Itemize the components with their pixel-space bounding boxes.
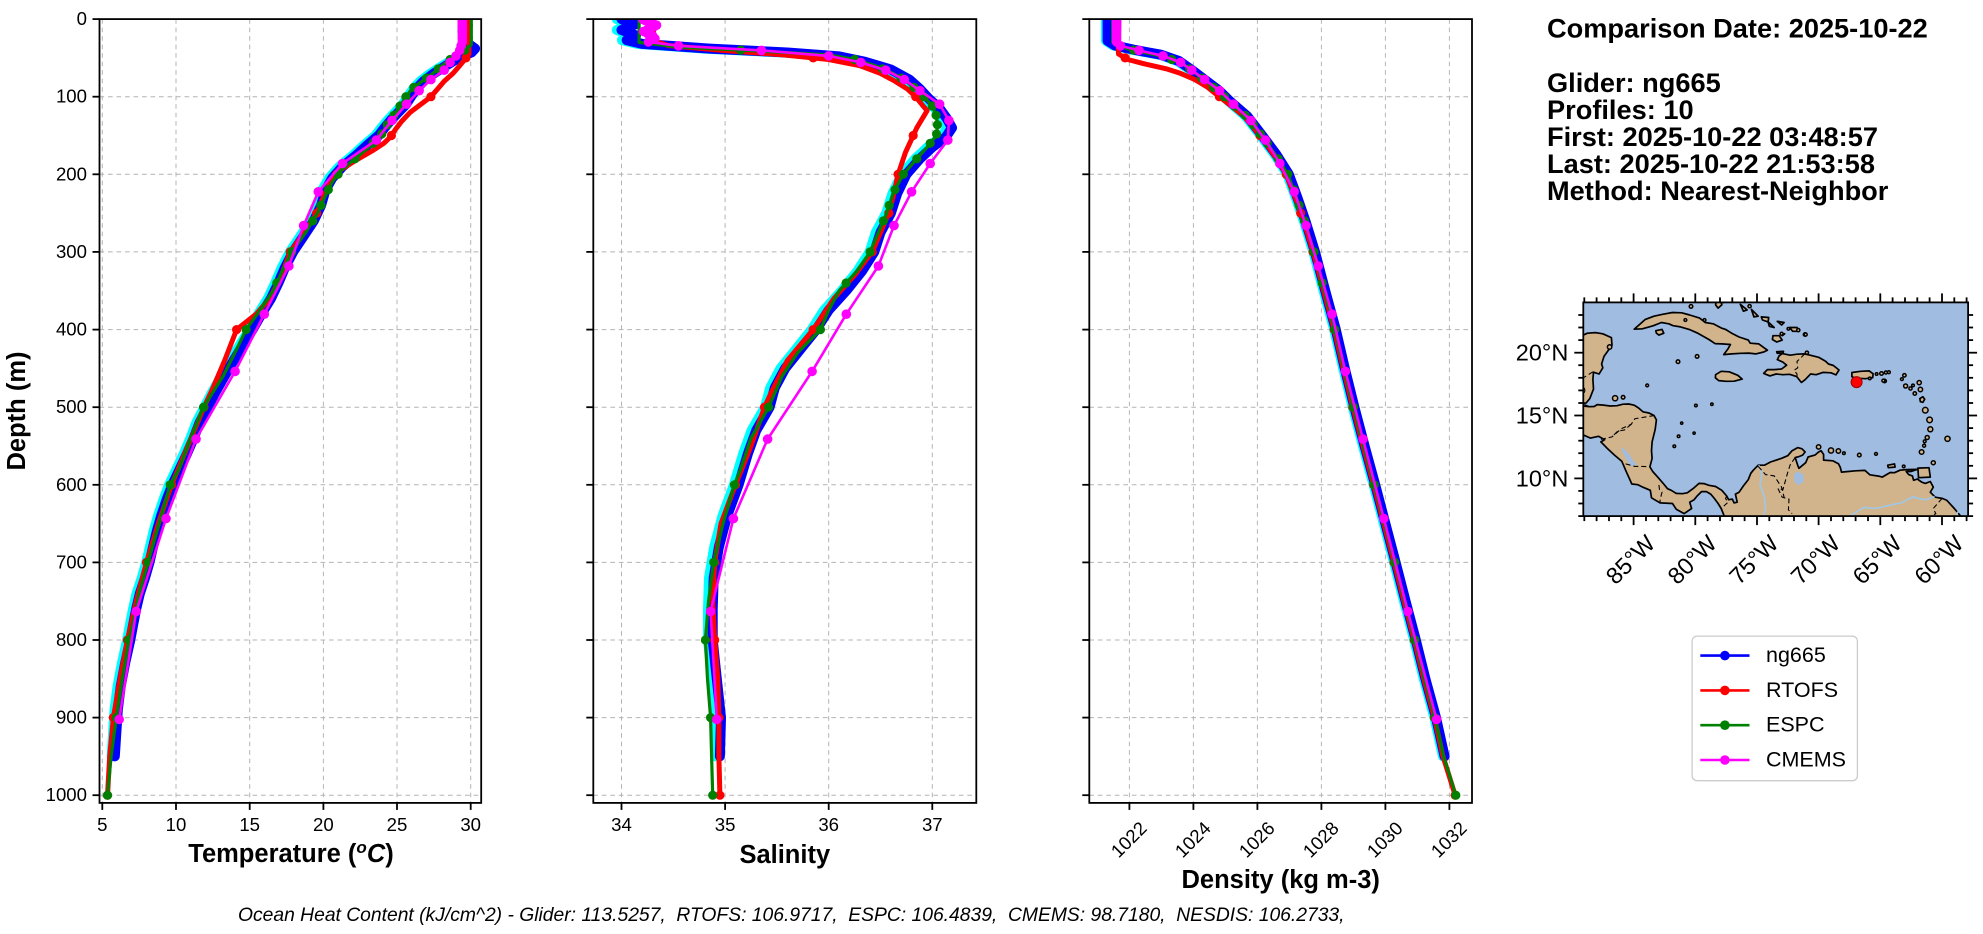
svg-text:10°N: 10°N bbox=[1516, 465, 1569, 491]
svg-text:ESPC: ESPC bbox=[1766, 713, 1825, 737]
svg-text:0: 0 bbox=[77, 8, 87, 29]
svg-text:CMEMS: CMEMS bbox=[1766, 748, 1846, 772]
svg-text:300: 300 bbox=[56, 241, 87, 262]
svg-text:20: 20 bbox=[313, 814, 334, 835]
svg-text:200: 200 bbox=[56, 163, 87, 184]
svg-text:First: 2025-10-22 03:48:57: First: 2025-10-22 03:48:57 bbox=[1547, 121, 1878, 152]
svg-text:1000: 1000 bbox=[46, 784, 87, 805]
svg-text:Ocean Heat Content (kJ/cm^2) -: Ocean Heat Content (kJ/cm^2) - Glider: 1… bbox=[238, 905, 1345, 926]
svg-text:Last: 2025-10-22 21:53:58: Last: 2025-10-22 21:53:58 bbox=[1547, 148, 1875, 179]
svg-text:600: 600 bbox=[56, 474, 87, 495]
svg-text:Profiles: 10: Profiles: 10 bbox=[1547, 94, 1694, 125]
svg-text:20°N: 20°N bbox=[1516, 340, 1569, 366]
svg-text:Glider: ng665: Glider: ng665 bbox=[1547, 67, 1721, 98]
svg-text:400: 400 bbox=[56, 319, 87, 340]
svg-text:36: 36 bbox=[818, 814, 839, 835]
svg-text:Method: Nearest-Neighbor: Method: Nearest-Neighbor bbox=[1547, 175, 1889, 206]
svg-text:15: 15 bbox=[239, 814, 260, 835]
svg-text:5: 5 bbox=[97, 814, 107, 835]
svg-text:100: 100 bbox=[56, 86, 87, 107]
svg-text:Density (kg m-3): Density (kg m-3) bbox=[1182, 866, 1380, 894]
svg-text:35: 35 bbox=[715, 814, 736, 835]
svg-text:30: 30 bbox=[460, 814, 481, 835]
svg-text:RTOFS: RTOFS bbox=[1766, 678, 1838, 702]
svg-text:900: 900 bbox=[56, 707, 87, 728]
svg-text:ng665: ng665 bbox=[1766, 643, 1826, 667]
svg-text:800: 800 bbox=[56, 629, 87, 650]
svg-text:34: 34 bbox=[611, 814, 632, 835]
svg-text:500: 500 bbox=[56, 396, 87, 417]
svg-text:37: 37 bbox=[922, 814, 943, 835]
svg-text:Salinity: Salinity bbox=[739, 841, 831, 869]
svg-text:15°N: 15°N bbox=[1516, 403, 1569, 429]
svg-text:Comparison Date: 2025-10-22: Comparison Date: 2025-10-22 bbox=[1547, 13, 1928, 44]
svg-text:25: 25 bbox=[387, 814, 408, 835]
svg-text:10: 10 bbox=[166, 814, 187, 835]
svg-text:Depth (m): Depth (m) bbox=[3, 352, 31, 471]
svg-text:700: 700 bbox=[56, 551, 87, 572]
